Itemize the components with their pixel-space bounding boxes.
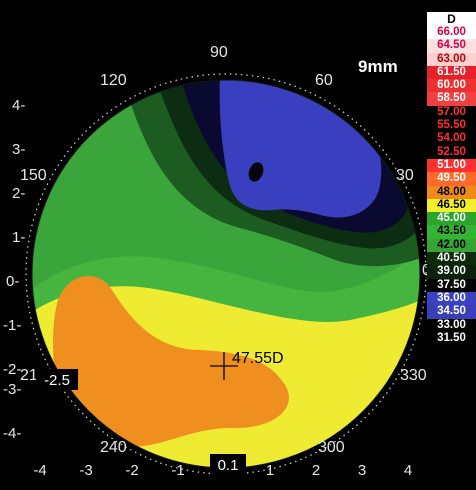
x-tick: 1 [266, 462, 274, 479]
center-reading: 47.55D [232, 350, 284, 367]
legend-item: 45.00 [427, 212, 476, 226]
legend-item: 55.50 [427, 119, 476, 133]
x-tick: -4 [33, 462, 46, 479]
angle-330: 330 [400, 367, 427, 384]
angle-150: 150 [20, 167, 47, 184]
zone-black-spot [248, 162, 264, 182]
legend-item: 61.50 [427, 65, 476, 80]
bottom-value: 0.1 [218, 457, 239, 474]
y-tick: -2- [3, 361, 21, 378]
x-tick: 2 [312, 462, 320, 479]
legend-item: 57.00 [427, 105, 476, 120]
legend-item: 58.50 [427, 92, 476, 106]
center-marker[interactable] [210, 352, 238, 380]
color-map-layers [32, 80, 420, 468]
angle-120: 120 [100, 72, 127, 89]
legend-item: 43.50 [427, 225, 476, 239]
y-tick: -1- [3, 317, 21, 334]
y-axis: 4- 3- 2- 1- 0- -1- -2- -3- -4- [3, 97, 25, 442]
diameter-label: 9mm [358, 57, 398, 76]
x-tick: -2 [125, 462, 138, 479]
angle-0: 0 [422, 262, 431, 279]
x-tick: 4 [404, 462, 412, 479]
legend-item: 39.00 [427, 265, 476, 279]
y-tick: 3- [12, 141, 25, 158]
zone-orange [53, 276, 289, 447]
angle-240: 240 [100, 439, 127, 456]
legend-item: 36.00 [427, 291, 476, 306]
legend-item: 31.50 [427, 331, 476, 346]
y-tick: -3- [3, 381, 21, 398]
x-tick: 3 [358, 462, 366, 479]
y-tick: 4- [12, 97, 25, 114]
y-tick: 2- [12, 185, 25, 202]
left-value: -2.5 [44, 372, 70, 389]
legend-item: 51.00 [427, 158, 476, 173]
legend-item: 42.00 [427, 238, 476, 253]
y-tick: 1- [12, 229, 25, 246]
angle-60: 60 [315, 72, 333, 89]
legend-item: 60.00 [427, 79, 476, 93]
legend-item: 34.50 [427, 305, 476, 319]
legend-item: 33.00 [427, 318, 476, 332]
y-tick: 0- [6, 273, 19, 290]
legend-item: 54.00 [427, 132, 476, 146]
legend-header: D [427, 12, 476, 26]
angle-labels: 90 120 60 150 30 0 210 330 240 300 [20, 44, 431, 456]
left-value-box: -2.5 [36, 369, 78, 390]
angle-90: 90 [210, 44, 228, 61]
x-tick: -3 [79, 462, 92, 479]
angle-300: 300 [318, 439, 345, 456]
legend-item: 37.50 [427, 278, 476, 292]
legend-item: 40.50 [427, 252, 476, 266]
legend-rows: 66.00 64.50 63.00 61.50 60.00 58.50 57.00 55.50… [427, 26, 476, 346]
angle-30: 30 [396, 167, 414, 184]
legend-item: 49.50 [427, 172, 476, 186]
legend-item: 63.00 [427, 52, 476, 66]
legend-item: 52.50 [427, 145, 476, 159]
legend-item: 64.50 [427, 39, 476, 53]
legend-item: 66.00 [427, 26, 476, 40]
legend-item: 46.50 [427, 198, 476, 213]
bottom-value-box: 0.1 [210, 454, 246, 475]
x-tick: -1 [171, 462, 184, 479]
legend-item: 48.00 [427, 185, 476, 199]
y-tick: -4- [3, 425, 21, 442]
color-scale-legend: D 66.00 64.50 63.00 61.50 60.00 58.50 57.00 55.… [427, 12, 476, 485]
